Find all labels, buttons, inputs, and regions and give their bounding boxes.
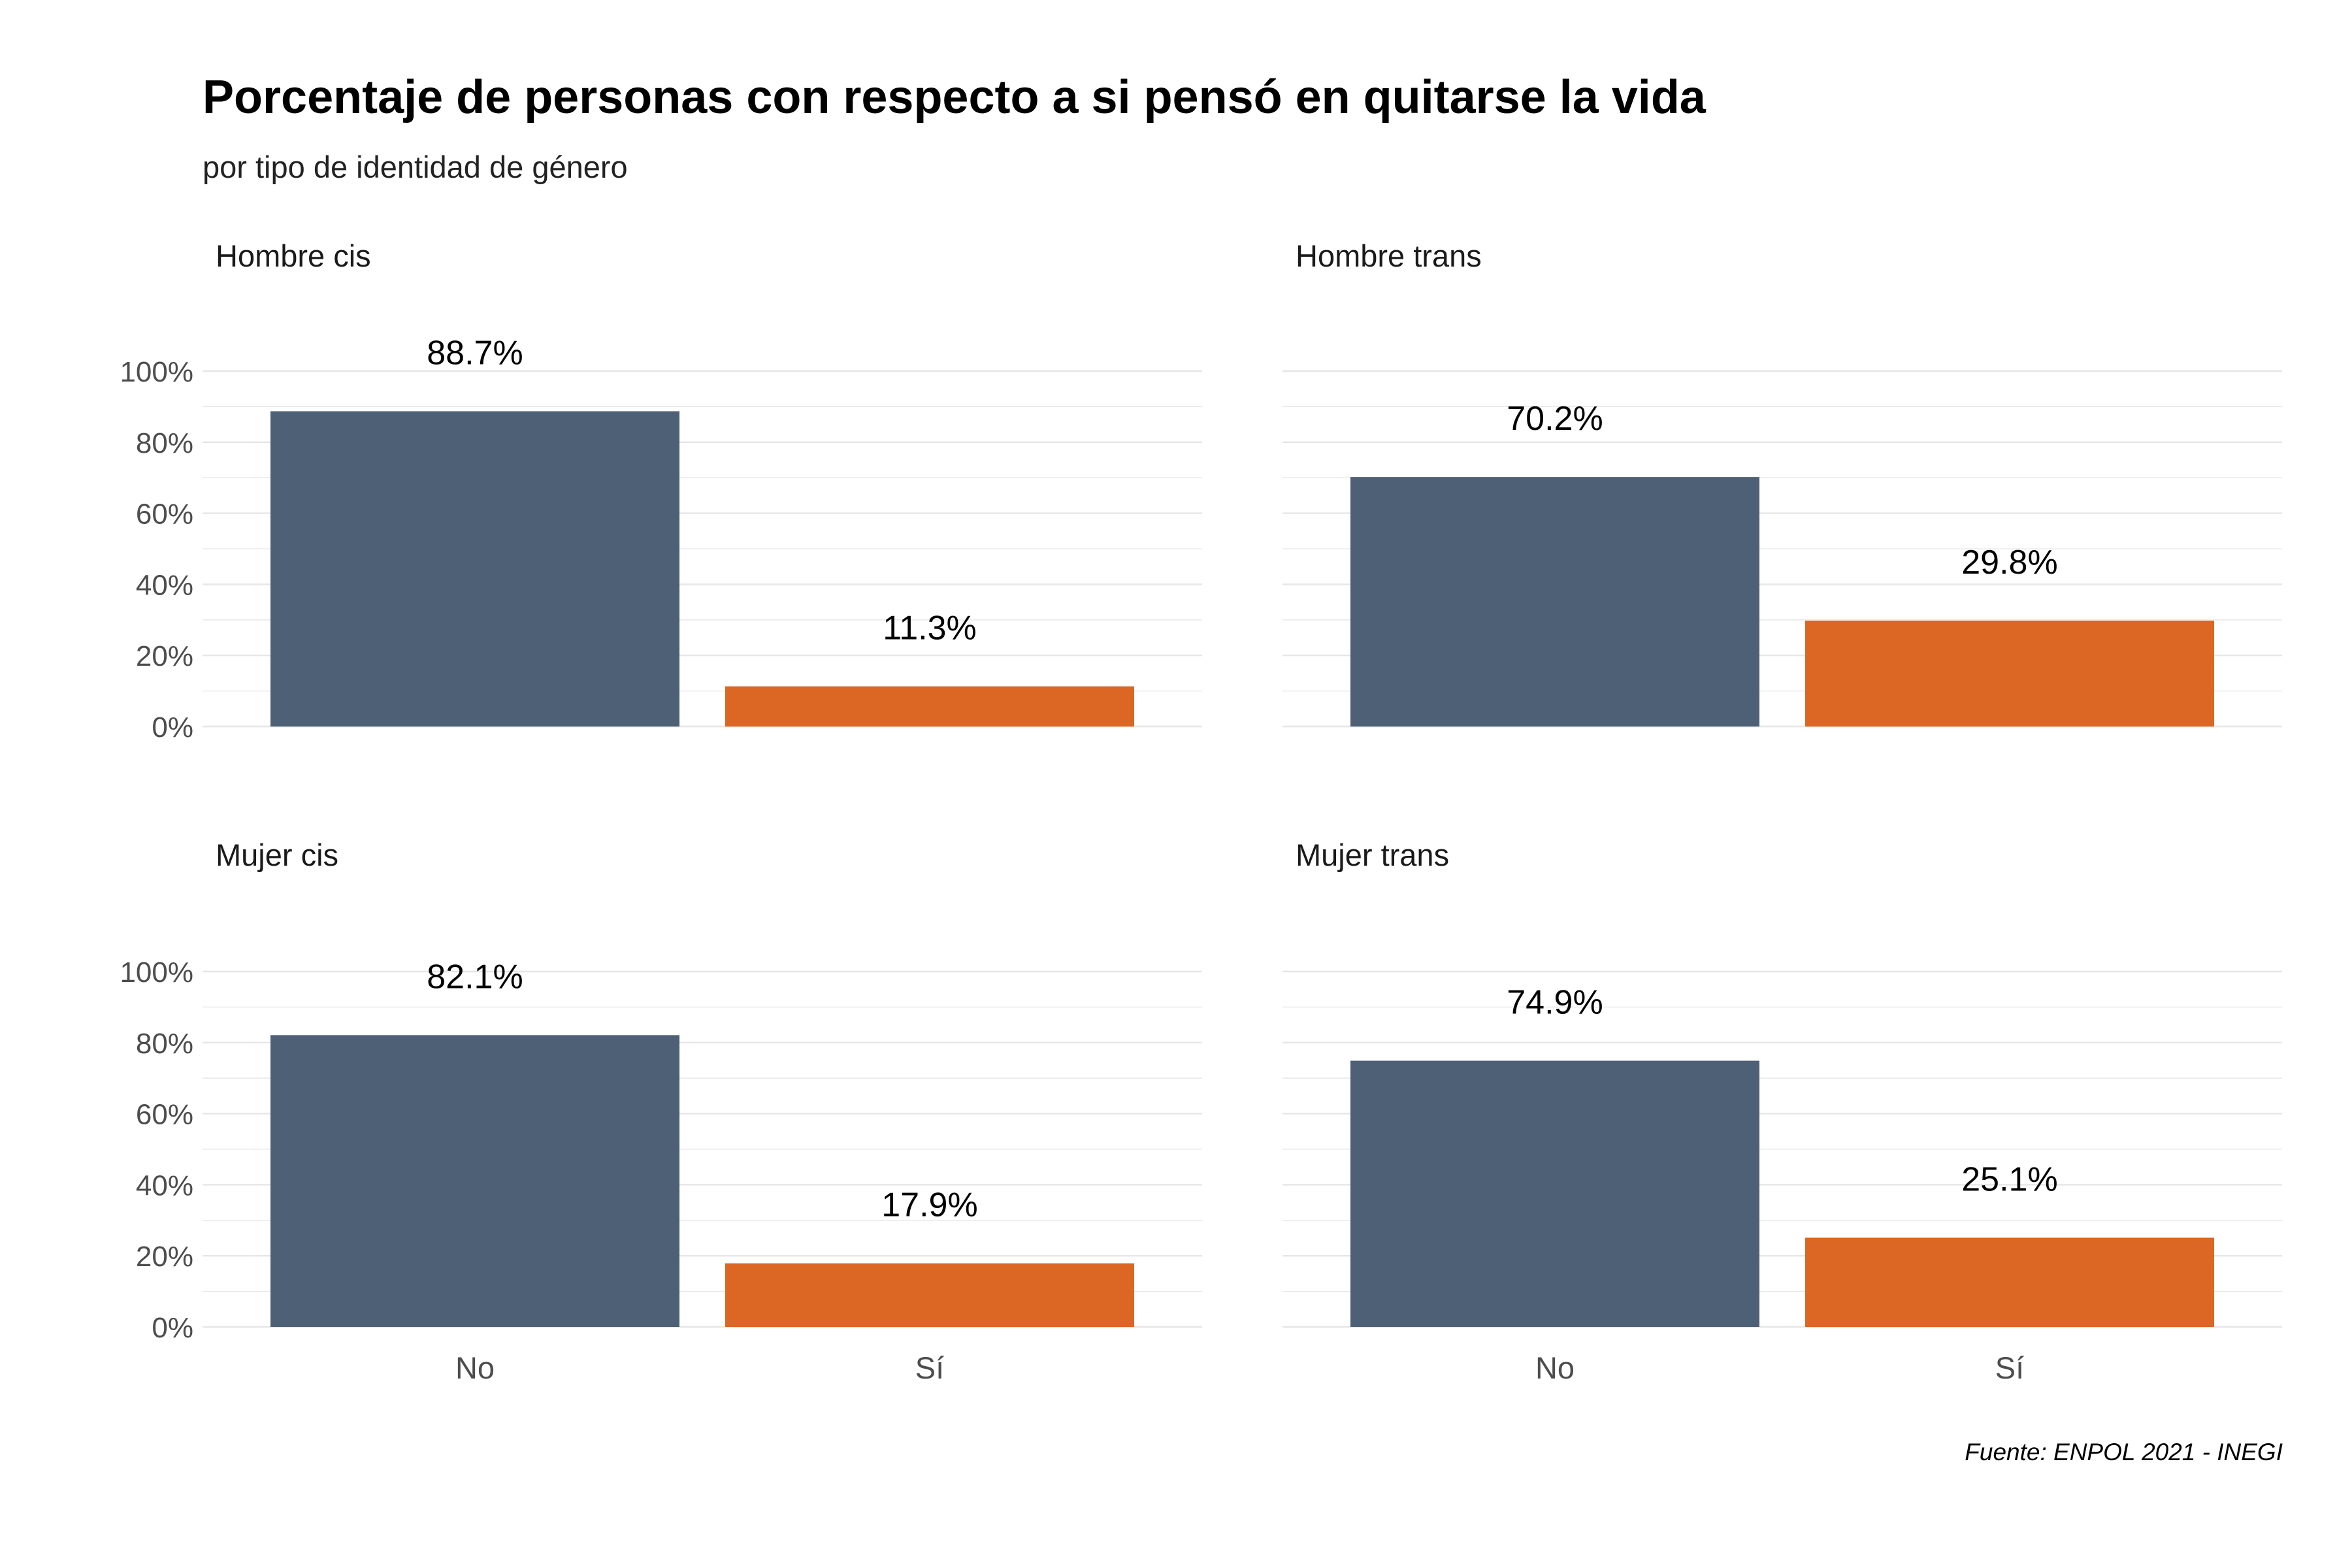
x-tick-label: Sí	[915, 1350, 944, 1385]
y-tick-label: 60%	[136, 1099, 193, 1131]
bar	[270, 411, 679, 727]
y-tick-label: 0%	[152, 1312, 193, 1344]
data-label: 17.9%	[881, 1186, 977, 1224]
bar	[1350, 477, 1759, 727]
bar	[1805, 620, 2214, 727]
y-tick-label: 20%	[136, 1241, 193, 1273]
data-label: 29.8%	[1961, 544, 2057, 581]
y-tick-label: 80%	[136, 1028, 193, 1060]
y-tick-label: 100%	[120, 956, 193, 988]
source-caption: Fuente: ENPOL 2021 - INEGI	[1965, 1439, 2283, 1465]
facet-label: Mujer cis	[216, 838, 338, 872]
chart-title: Porcentaje de personas con respecto a si…	[203, 71, 1706, 123]
facet-label: Mujer trans	[1296, 838, 1449, 872]
data-label: 88.7%	[427, 334, 523, 372]
x-tick-label: No	[1535, 1350, 1575, 1385]
chart-subtitle: por tipo de identidad de género	[203, 150, 628, 184]
facet-label: Hombre trans	[1296, 238, 1482, 273]
bar	[725, 686, 1134, 727]
bar	[1350, 1060, 1759, 1327]
facet-panel: Hombre trans 70.2% 29.8%	[1282, 238, 2282, 728]
y-tick-label: 0%	[152, 711, 193, 743]
facet-label: Hombre cis	[216, 238, 371, 273]
y-tick-label: 80%	[136, 427, 193, 459]
y-tick-label: 40%	[136, 1169, 193, 1201]
bar	[725, 1263, 1134, 1327]
bar	[1805, 1237, 2214, 1327]
data-label: 74.9%	[1507, 984, 1603, 1022]
data-label: 11.3%	[883, 610, 977, 647]
bar	[270, 1035, 679, 1327]
x-tick-label: No	[455, 1350, 495, 1385]
facet-panel: Mujer trans 74.9% No 25.1% Sí	[1282, 838, 2282, 1385]
facet-panel: Mujer cis 0% 20% 40% 60% 80% 100% 82.1% No 17.9% S…	[120, 838, 1202, 1385]
y-tick-label: 40%	[136, 569, 193, 601]
facet-panel: Hombre cis 0% 20% 40% 60% 80% 100% 88.7% 11.3%	[120, 238, 1202, 743]
data-label: 70.2%	[1507, 400, 1603, 438]
data-label: 82.1%	[427, 958, 523, 996]
y-tick-label: 60%	[136, 498, 193, 531]
y-tick-label: 100%	[120, 356, 193, 388]
data-label: 25.1%	[1961, 1160, 2057, 1198]
y-tick-label: 20%	[136, 640, 193, 672]
x-tick-label: Sí	[1995, 1350, 2024, 1385]
